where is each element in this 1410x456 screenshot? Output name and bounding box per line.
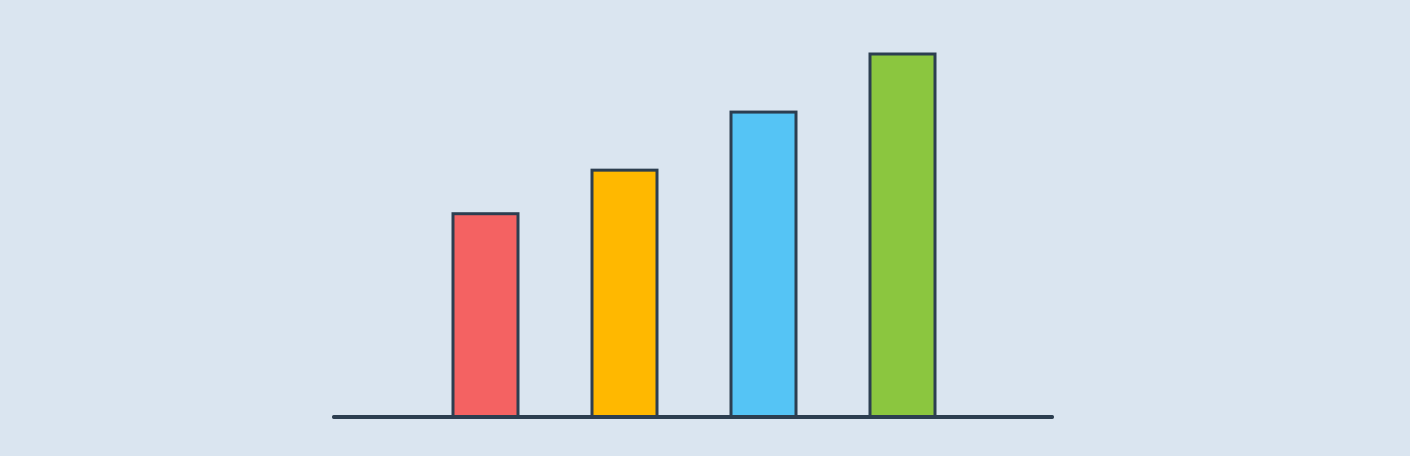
bar: [451, 212, 520, 419]
bar: [590, 168, 659, 419]
bar: [729, 110, 798, 419]
bar: [868, 52, 937, 419]
bars: [451, 52, 937, 419]
